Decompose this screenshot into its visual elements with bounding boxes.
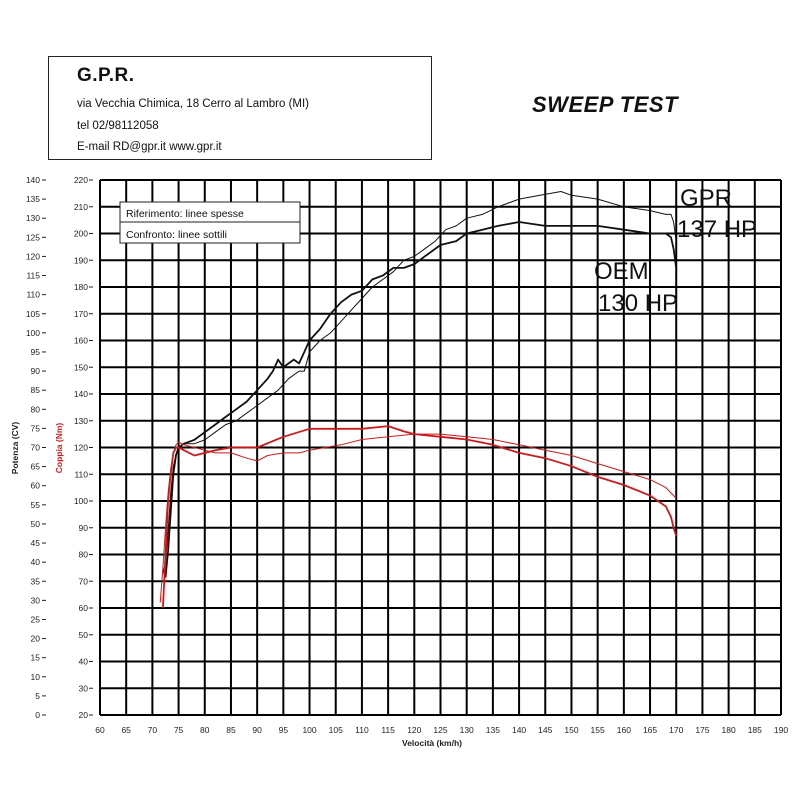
power-tick-label: 70 bbox=[31, 443, 41, 453]
x-tick-label: 70 bbox=[148, 725, 158, 735]
torque-tick-label: 180 bbox=[74, 282, 88, 292]
torque-tick-label: 50 bbox=[79, 630, 89, 640]
x-tick-label: 165 bbox=[643, 725, 657, 735]
torque-tick-label: 60 bbox=[79, 603, 89, 613]
company-contact: E-mail RD@gpr.it www.gpr.it bbox=[77, 141, 222, 153]
x-tick-label: 90 bbox=[252, 725, 262, 735]
power-tick-label: 90 bbox=[31, 366, 41, 376]
x-tick-label: 85 bbox=[226, 725, 236, 735]
x-tick-label: 60 bbox=[95, 725, 105, 735]
x-tick-label: 120 bbox=[407, 725, 421, 735]
power-tick-label: 30 bbox=[31, 595, 41, 605]
power-tick-label: 110 bbox=[26, 290, 40, 300]
x-tick-label: 110 bbox=[355, 725, 369, 735]
torque-tick-label: 100 bbox=[74, 496, 88, 506]
series-line-torque-thin bbox=[159, 433, 677, 603]
power-tick-label: 80 bbox=[31, 404, 41, 414]
x-tick-label: 175 bbox=[695, 725, 709, 735]
power-tick-label: 25 bbox=[31, 614, 41, 624]
series-line-torque-thick bbox=[162, 425, 678, 609]
power-tick-label: 135 bbox=[26, 194, 40, 204]
power-tick-label: 0 bbox=[35, 710, 40, 720]
power-tick-label: 40 bbox=[31, 557, 41, 567]
torque-tick-label: 220 bbox=[74, 175, 88, 185]
power-tick-label: 15 bbox=[31, 653, 41, 663]
power-tick-label: 35 bbox=[31, 576, 41, 586]
company-phone: tel 02/98112058 bbox=[77, 120, 159, 132]
legend-entry-comparison: Confronto: linee sottili bbox=[126, 229, 227, 241]
company-address: via Vecchia Chimica, 18 Cerro al Lambro … bbox=[77, 98, 309, 110]
torque-tick-label: 130 bbox=[74, 416, 88, 426]
torque-tick-label: 70 bbox=[79, 576, 89, 586]
torque-tick-label: 160 bbox=[74, 336, 88, 346]
annotation-oem-value: 130 HP bbox=[598, 290, 678, 317]
power-tick-label: 105 bbox=[26, 309, 40, 319]
torque-tick-label: 80 bbox=[79, 550, 89, 560]
power-tick-label: 75 bbox=[31, 423, 41, 433]
torque-tick-label: 30 bbox=[79, 683, 89, 693]
torque-axis-title: Coppia (Nm) bbox=[54, 423, 64, 474]
x-tick-label: 100 bbox=[302, 725, 316, 735]
torque-tick-label: 20 bbox=[79, 710, 89, 720]
x-tick-label: 95 bbox=[279, 725, 289, 735]
x-tick-label: 115 bbox=[381, 725, 395, 735]
torque-tick-label: 210 bbox=[74, 202, 88, 212]
test-title: SWEEP TEST bbox=[532, 92, 678, 117]
x-tick-label: 170 bbox=[669, 725, 683, 735]
series-line-power-thin bbox=[162, 191, 677, 574]
power-tick-label: 55 bbox=[31, 500, 41, 510]
power-tick-label: 95 bbox=[31, 347, 41, 357]
power-tick-label: 45 bbox=[31, 538, 41, 548]
x-tick-label: 145 bbox=[538, 725, 552, 735]
power-tick-label: 140 bbox=[26, 175, 40, 185]
torque-tick-label: 40 bbox=[79, 657, 89, 667]
power-tick-label: 20 bbox=[31, 634, 41, 644]
x-tick-label: 105 bbox=[329, 725, 343, 735]
power-tick-label: 85 bbox=[31, 385, 41, 395]
power-tick-label: 130 bbox=[26, 213, 40, 223]
torque-tick-label: 90 bbox=[79, 523, 89, 533]
company-name: G.P.R. bbox=[77, 65, 135, 86]
x-axis-title: Velocità (km/h) bbox=[402, 738, 462, 748]
torque-tick-label: 150 bbox=[74, 362, 88, 372]
torque-tick-label: 110 bbox=[74, 469, 88, 479]
x-tick-label: 180 bbox=[722, 725, 736, 735]
torque-tick-label: 120 bbox=[74, 443, 88, 453]
x-tick-label: 150 bbox=[564, 725, 578, 735]
power-tick-label: 125 bbox=[26, 232, 40, 242]
power-tick-label: 50 bbox=[31, 519, 41, 529]
x-tick-label: 75 bbox=[174, 725, 184, 735]
annotation-gpr-name: GPR bbox=[680, 185, 732, 212]
x-tick-label: 160 bbox=[617, 725, 631, 735]
series-line-power-thick bbox=[164, 221, 678, 578]
x-tick-label: 80 bbox=[200, 725, 210, 735]
x-tick-label: 130 bbox=[460, 725, 474, 735]
torque-tick-label: 140 bbox=[74, 389, 88, 399]
annotation-gpr-value: 137 HP bbox=[677, 216, 757, 243]
x-tick-label: 140 bbox=[512, 725, 526, 735]
torque-tick-label: 190 bbox=[74, 255, 88, 265]
legend-entry-reference: Riferimento: linee spesse bbox=[126, 208, 244, 220]
power-tick-label: 100 bbox=[26, 328, 40, 338]
company-header-box: G.P.R. via Vecchia Chimica, 18 Cerro al … bbox=[48, 56, 432, 160]
x-tick-label: 135 bbox=[486, 725, 500, 735]
power-tick-label: 60 bbox=[31, 481, 41, 491]
power-tick-label: 10 bbox=[31, 672, 41, 682]
power-tick-label: 5 bbox=[35, 691, 40, 701]
power-tick-label: 120 bbox=[26, 251, 40, 261]
x-tick-label: 125 bbox=[433, 725, 447, 735]
x-tick-label: 65 bbox=[121, 725, 131, 735]
power-axis-title: Potenza (CV) bbox=[10, 422, 20, 475]
torque-tick-label: 200 bbox=[74, 229, 88, 239]
x-tick-label: 190 bbox=[774, 725, 788, 735]
power-tick-label: 115 bbox=[26, 271, 40, 281]
x-tick-label: 185 bbox=[748, 725, 762, 735]
annotation-oem-name: OEM bbox=[594, 258, 649, 285]
torque-tick-label: 170 bbox=[74, 309, 88, 319]
power-tick-label: 65 bbox=[31, 462, 41, 472]
x-tick-label: 155 bbox=[591, 725, 605, 735]
